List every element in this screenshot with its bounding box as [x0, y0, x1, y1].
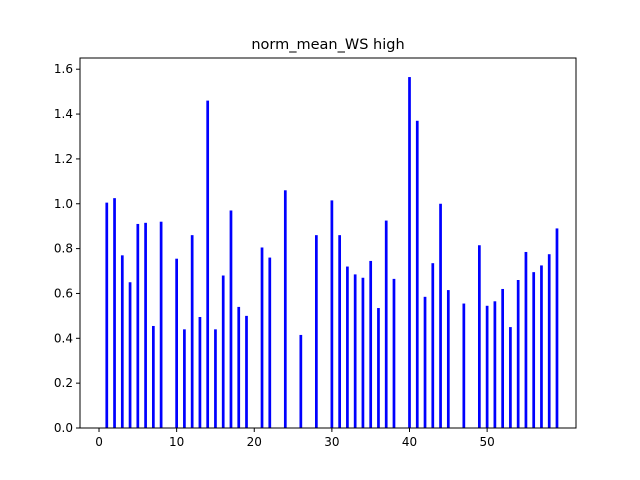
- chart-title: norm_mean_WS high: [251, 37, 404, 53]
- y-tick-label: 0.4: [54, 331, 73, 345]
- bar-32: [346, 266, 349, 428]
- y-tick-label: 0.2: [54, 376, 73, 390]
- plot-area-frame: [79, 57, 577, 429]
- bar-45: [446, 290, 450, 428]
- bar-36: [377, 308, 380, 428]
- bar-44: [439, 203, 442, 428]
- x-tick-label: 20: [247, 435, 262, 449]
- bar-35: [369, 260, 373, 428]
- bar-19: [245, 315, 248, 428]
- bar-15: [214, 329, 217, 428]
- bar-56: [532, 272, 536, 428]
- bar-10: [175, 258, 178, 428]
- bar-7: [151, 325, 155, 428]
- bar-28: [314, 235, 318, 428]
- bar-47: [462, 303, 466, 428]
- x-tick-label: 30: [324, 435, 339, 449]
- bar-31: [338, 235, 342, 428]
- y-tick-label: 0.0: [54, 421, 73, 435]
- bar-24: [283, 190, 287, 428]
- bar-52: [501, 288, 505, 428]
- bar-40: [408, 77, 411, 428]
- bar-37: [384, 220, 388, 428]
- x-axis: 0 10 20 30 40 50: [95, 428, 495, 449]
- bar-2: [113, 198, 116, 428]
- y-tick-label: 1.2: [54, 152, 73, 166]
- bar-1: [105, 202, 109, 428]
- y-tick-label: 0.8: [54, 242, 73, 256]
- bar-22: [268, 257, 272, 428]
- y-tick-label: 1.4: [54, 107, 73, 121]
- bar-12: [190, 235, 194, 428]
- bar-55: [524, 251, 528, 428]
- bar-30: [330, 200, 334, 428]
- y-tick-label: 1.6: [54, 62, 73, 76]
- bar-51: [493, 301, 497, 428]
- bar-3: [120, 255, 124, 428]
- bar-4: [128, 282, 132, 428]
- bar-11: [183, 329, 186, 428]
- bar-8: [159, 221, 163, 428]
- bar-14: [206, 100, 210, 428]
- bar-21: [260, 247, 264, 428]
- bar-50: [485, 305, 489, 428]
- x-tick-label: 40: [402, 435, 417, 449]
- bar-16: [221, 275, 225, 428]
- bar-49: [478, 245, 481, 428]
- bar-34: [361, 277, 365, 428]
- bar-6: [144, 222, 147, 428]
- bar-59: [555, 228, 559, 428]
- bar-38: [392, 278, 396, 428]
- x-tick-label: 0: [95, 435, 103, 449]
- bar-18: [237, 306, 241, 428]
- bar-58: [547, 254, 551, 428]
- bar-26: [299, 334, 303, 428]
- bar-13: [198, 317, 202, 428]
- bar-57: [540, 265, 543, 428]
- bar-41: [415, 120, 419, 429]
- x-tick-label: 10: [169, 435, 184, 449]
- bar-33: [353, 274, 357, 428]
- y-tick-label: 0.6: [54, 286, 73, 300]
- x-tick-label: 50: [479, 435, 494, 449]
- y-tick-label: 1.0: [54, 197, 73, 211]
- bar-42: [423, 296, 427, 428]
- y-axis: 0.0 0.2 0.4 0.6 0.8 1.0 1.2 1.4 1.6: [54, 62, 80, 435]
- bars-group: [105, 77, 559, 429]
- bar-53: [509, 327, 512, 428]
- bar-43: [431, 263, 435, 428]
- bar-5: [136, 223, 140, 428]
- bar-54: [516, 280, 520, 428]
- bar-17: [229, 210, 233, 428]
